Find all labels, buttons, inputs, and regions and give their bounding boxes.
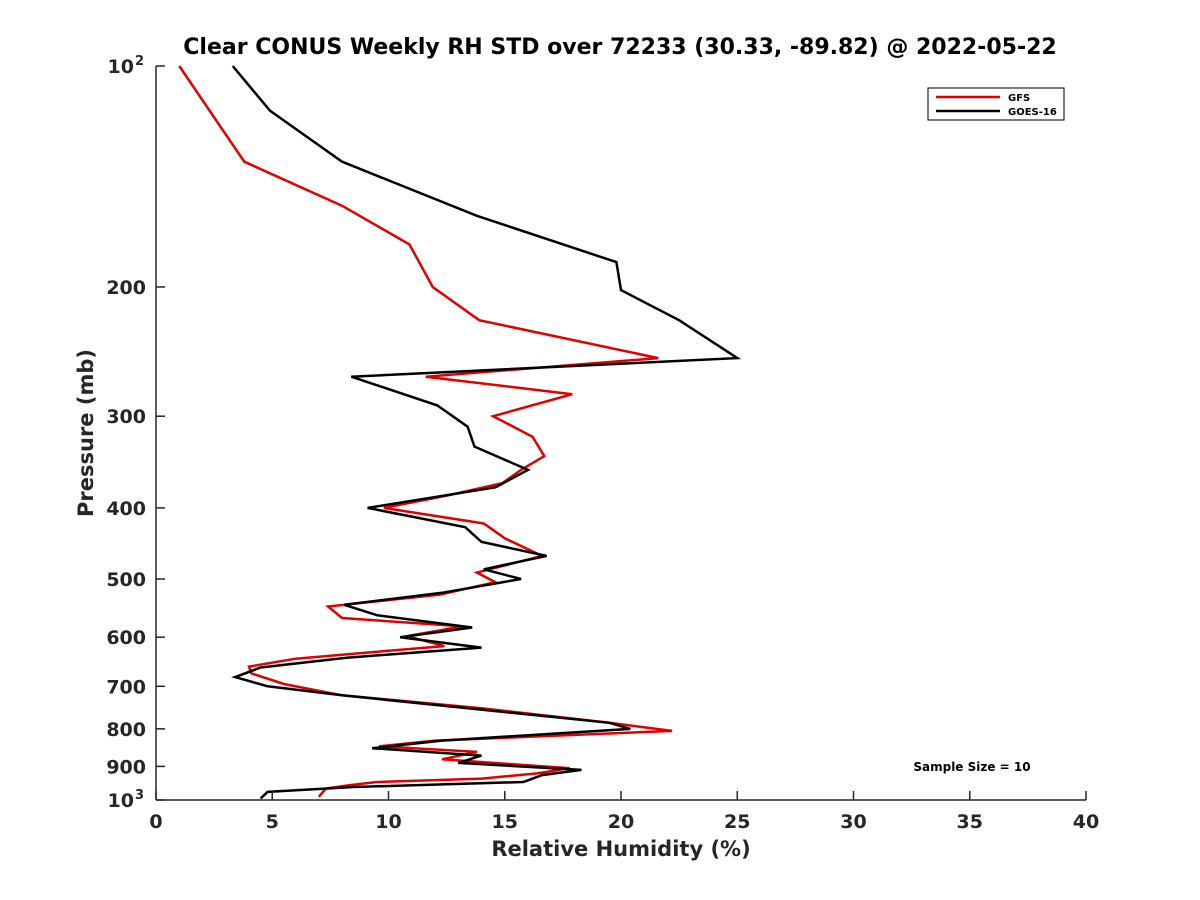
legend-box [927,87,1065,121]
x-axis-label: Relative Humidity (%) [491,837,750,861]
y-tick-label-exponent: 2 [135,54,144,69]
y-tick-label: 300 [106,406,146,428]
y-tick-label: 700 [106,676,146,698]
series-layer [178,65,742,800]
y-tick-label: 10 [108,56,134,78]
sample-size-annotation: Sample Size = 10 [913,760,1030,774]
legend-label-gfs: GFS [1008,93,1030,104]
x-tick-label: 35 [957,811,983,833]
y-tick-label: 10 [108,790,134,812]
legend: GFS GOES-16 [927,87,1065,121]
x-tick-label: 15 [492,811,518,833]
series-line-gfs [178,65,673,798]
y-tick-label: 600 [106,627,146,649]
x-tick-label: 25 [724,811,750,833]
y-tick-label: 900 [106,756,146,778]
legend-label-goes16: GOES-16 [1008,107,1057,118]
x-tick-label: 30 [840,811,866,833]
chart-title: Clear CONUS Weekly RH STD over 72233 (30… [183,35,1056,60]
series-line-goes16 [231,65,742,800]
y-tick-label: 400 [106,498,146,520]
y-axis-label: Pressure (mb) [74,349,98,517]
x-tick-label: 10 [375,811,401,833]
x-tick-label: 20 [608,811,634,833]
x-tick-label: 5 [266,811,279,833]
y-tick-label-exponent: 3 [135,788,144,803]
y-tick-label: 200 [106,277,146,299]
x-tick-label: 0 [149,811,162,833]
y-tick-label: 800 [106,719,146,741]
x-tick-label: 40 [1073,811,1099,833]
x-ticks: 0 5 10 15 20 25 30 35 40 [149,791,1099,833]
y-tick-label: 500 [106,569,146,591]
